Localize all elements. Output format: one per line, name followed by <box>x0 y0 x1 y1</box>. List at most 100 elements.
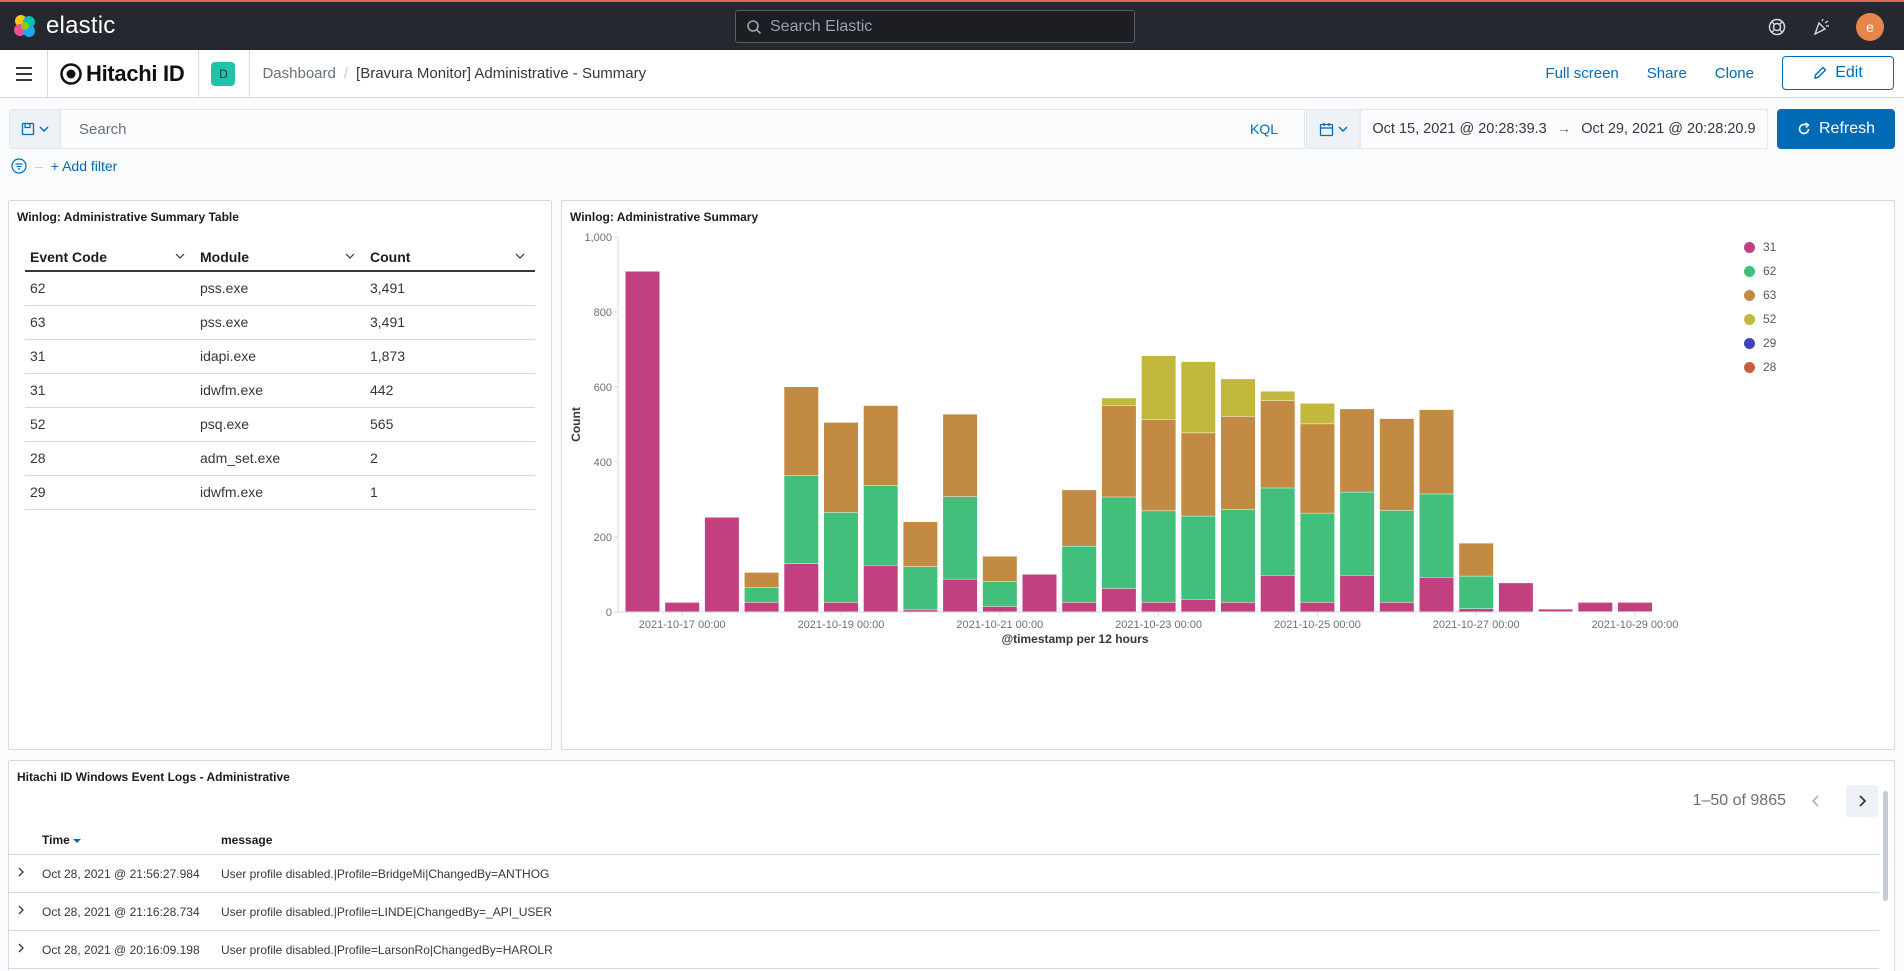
event-logs-panel: Hitachi ID Windows Event Logs - Administ… <box>8 760 1895 971</box>
legend-item[interactable]: 63 <box>1744 283 1776 307</box>
bar-segment <box>1260 575 1295 612</box>
message-column-header[interactable]: message <box>221 833 273 847</box>
chart-legend: 31 62 63 52 29 28 <box>1744 235 1776 379</box>
calendar-icon <box>1319 122 1333 136</box>
table-header-row: Event Code Module Count <box>25 243 535 272</box>
panel-title: Hitachi ID Windows Event Logs - Administ… <box>17 770 290 784</box>
elastic-home-link[interactable]: elastic <box>12 12 115 40</box>
bar-segment <box>744 602 779 612</box>
y-tick-label: 0 <box>606 607 612 619</box>
bar-segment <box>1062 602 1097 612</box>
refresh-button[interactable]: Refresh <box>1777 109 1895 149</box>
bar-segment <box>1062 546 1097 603</box>
space-avatar[interactable]: D <box>211 61 236 86</box>
bar-segment <box>903 522 938 567</box>
expand-row-icon[interactable] <box>16 866 26 878</box>
bar-segment <box>1022 574 1057 612</box>
org-logo[interactable]: Hitachi ID <box>48 49 200 98</box>
vertical-scrollbar[interactable] <box>1883 791 1888 901</box>
legend-label: 28 <box>1763 360 1777 374</box>
global-search-input[interactable]: Search Elastic <box>735 10 1135 43</box>
query-search-input[interactable]: Search <box>61 109 1305 149</box>
table-cell: 52 <box>25 407 195 442</box>
bar-segment <box>1459 576 1494 609</box>
menu-toggle-button[interactable] <box>0 49 48 98</box>
share-button[interactable]: Share <box>1646 64 1687 82</box>
bar-segment <box>1300 602 1335 612</box>
divider <box>249 49 251 98</box>
bar-segment <box>1221 379 1255 417</box>
expand-row-icon[interactable] <box>16 904 26 916</box>
bar-segment <box>625 271 660 612</box>
next-page-button[interactable] <box>1846 785 1878 817</box>
table-cell: 3,491 <box>365 271 535 306</box>
previous-page-button[interactable] <box>1800 785 1832 817</box>
bar-segment <box>824 602 858 612</box>
table-row: 29 idwfm.exe 1 <box>25 475 535 510</box>
bar-segment <box>784 475 819 564</box>
log-table-header: Time message <box>9 821 1879 855</box>
x-tick-label: 2021-10-19 00:00 <box>798 619 885 631</box>
add-filter-button[interactable]: + Add filter <box>50 158 118 174</box>
bar-segment <box>1419 494 1454 577</box>
breadcrumb-dashboard-link[interactable]: Dashboard <box>262 65 336 82</box>
start-date-button[interactable]: Oct 15, 2021 @ 20:28:39.3 <box>1372 121 1547 137</box>
elastic-wordmark: elastic <box>46 12 116 39</box>
bar-segment <box>863 565 898 612</box>
bar-segment <box>1181 516 1216 600</box>
column-header[interactable]: Event Code <box>25 243 195 272</box>
clone-button[interactable]: Clone <box>1714 64 1754 82</box>
edit-button[interactable]: Edit <box>1782 56 1894 90</box>
saved-query-button[interactable] <box>9 109 61 149</box>
bar-segment <box>1578 602 1613 612</box>
legend-label: 63 <box>1763 288 1777 302</box>
legend-item[interactable]: 31 <box>1744 235 1776 259</box>
user-avatar[interactable]: e <box>1856 13 1884 41</box>
log-row: Oct 28, 2021 @ 21:56:27.984 User profile… <box>9 855 1879 893</box>
table-row: 62 pss.exe 3,491 <box>25 271 535 306</box>
bar-segment <box>1379 602 1414 612</box>
x-tick-label: 2021-10-23 00:00 <box>1115 619 1202 631</box>
legend-item[interactable]: 52 <box>1744 307 1776 331</box>
hamburger-icon <box>15 66 32 81</box>
help-icon[interactable] <box>1768 18 1786 36</box>
chevron-down-icon <box>39 126 49 132</box>
table-cell: 1,873 <box>365 339 535 374</box>
legend-item[interactable]: 62 <box>1744 259 1776 283</box>
bar-segment <box>1141 419 1176 511</box>
legend-item[interactable]: 29 <box>1744 331 1776 355</box>
bar-segment <box>1181 599 1216 612</box>
full-screen-button[interactable]: Full screen <box>1545 64 1619 82</box>
bar-segment <box>1181 433 1216 516</box>
bar-segment <box>1300 424 1335 513</box>
filter-options-icon[interactable] <box>11 158 27 174</box>
bar-segment <box>1101 497 1136 589</box>
bar-segment <box>744 587 779 603</box>
legend-dot-icon <box>1744 313 1755 325</box>
bar-segment <box>1260 488 1295 576</box>
legend-item[interactable]: 28 <box>1744 355 1776 379</box>
bar-segment <box>1300 513 1335 603</box>
search-icon <box>747 19 762 34</box>
bar-segment <box>1340 492 1375 576</box>
legend-label: 29 <box>1763 336 1777 350</box>
bar-segment <box>1141 355 1176 420</box>
expand-row-icon[interactable] <box>16 942 26 954</box>
table-cell: 31 <box>25 373 195 408</box>
legend-label: 52 <box>1763 312 1777 326</box>
bar-segment <box>824 422 858 513</box>
column-header[interactable]: Count <box>365 243 535 272</box>
log-row: Oct 28, 2021 @ 21:16:28.734 User profile… <box>9 893 1879 931</box>
bar-segment <box>943 496 978 579</box>
column-header[interactable]: Module <box>195 243 365 272</box>
x-tick-label: 2021-10-21 00:00 <box>956 619 1043 631</box>
query-language-toggle[interactable]: KQL <box>1250 121 1279 137</box>
newsfeed-icon[interactable] <box>1812 18 1830 36</box>
filter-divider: – <box>35 158 43 174</box>
quick-date-menu-button[interactable] <box>1306 109 1360 149</box>
panel-title: Winlog: Administrative Summary Table <box>17 210 239 224</box>
time-column-header[interactable]: Time <box>42 833 82 847</box>
panel-title: Winlog: Administrative Summary <box>570 210 759 224</box>
legend-dot-icon <box>1744 241 1755 253</box>
end-date-button[interactable]: Oct 29, 2021 @ 20:28:20.9 <box>1581 121 1756 137</box>
